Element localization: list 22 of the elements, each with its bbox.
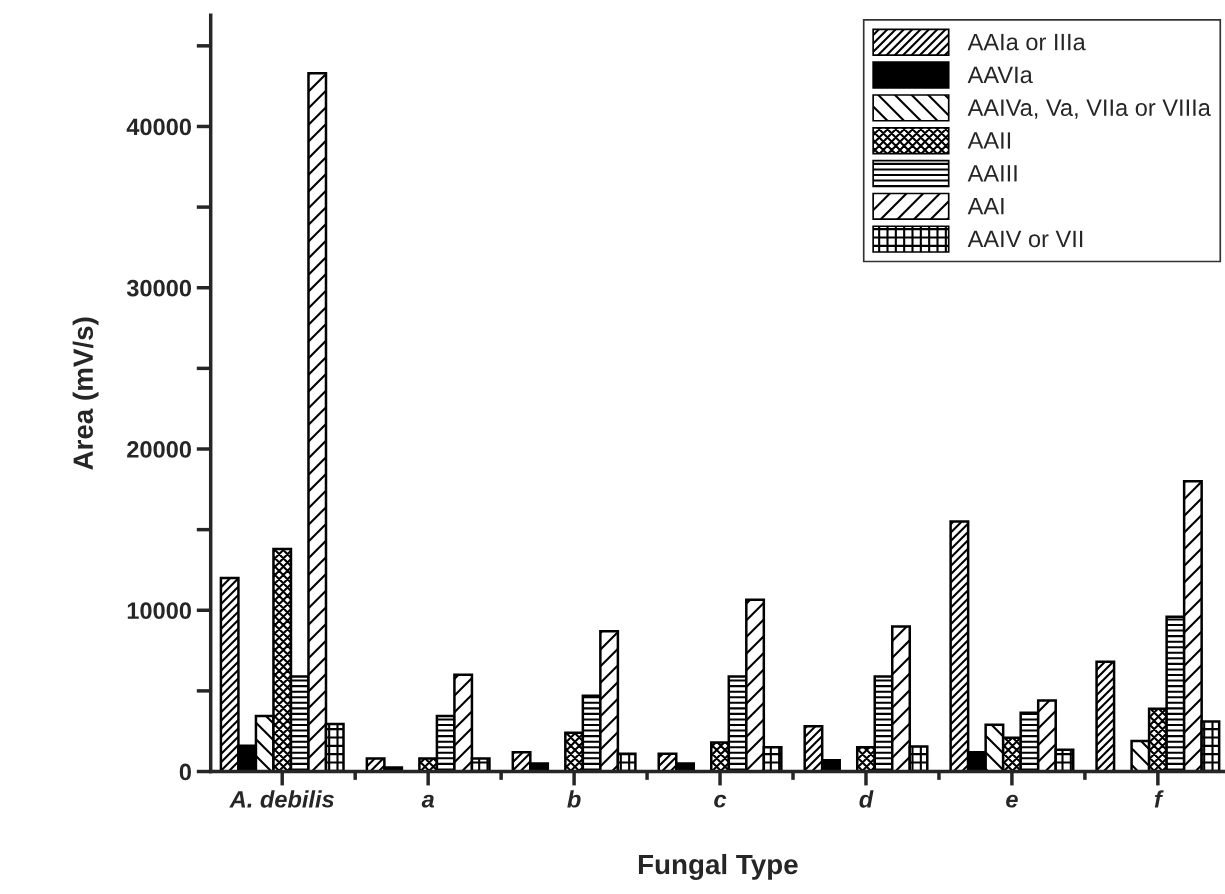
legend-label: AAI xyxy=(967,198,1004,215)
y-axis-title: Area (mV/s) xyxy=(72,317,99,470)
bar xyxy=(1095,660,1116,772)
y-tick-label: 30000 xyxy=(126,279,191,297)
x-tick-label: a xyxy=(421,794,435,808)
legend-label: AAII xyxy=(967,132,1011,149)
legend-label: AAIV or VII xyxy=(967,230,1083,248)
y-tick-label: 40000 xyxy=(126,118,191,136)
legend-label: AAVIa xyxy=(967,66,1033,84)
x-tick-label: d xyxy=(859,790,874,808)
x-tick-label: b xyxy=(567,790,581,808)
x-tick-label: e xyxy=(1006,794,1018,808)
y-tick-label: 0 xyxy=(179,763,191,781)
x-tick-label: c xyxy=(714,794,727,808)
x-axis-title: Fungal Type xyxy=(638,853,798,880)
legend-label: AAIa or IIIa xyxy=(967,33,1086,51)
y-tick-label: 10000 xyxy=(127,602,191,620)
legend-label: AAIVa, Va, VIIa or VIIIa xyxy=(967,99,1211,119)
x-tick-label: f xyxy=(1154,790,1164,808)
y-tick-label: 20000 xyxy=(127,441,191,458)
x-tick-label: A. debilis xyxy=(229,790,334,808)
legend-label: AAIII xyxy=(967,165,1017,182)
